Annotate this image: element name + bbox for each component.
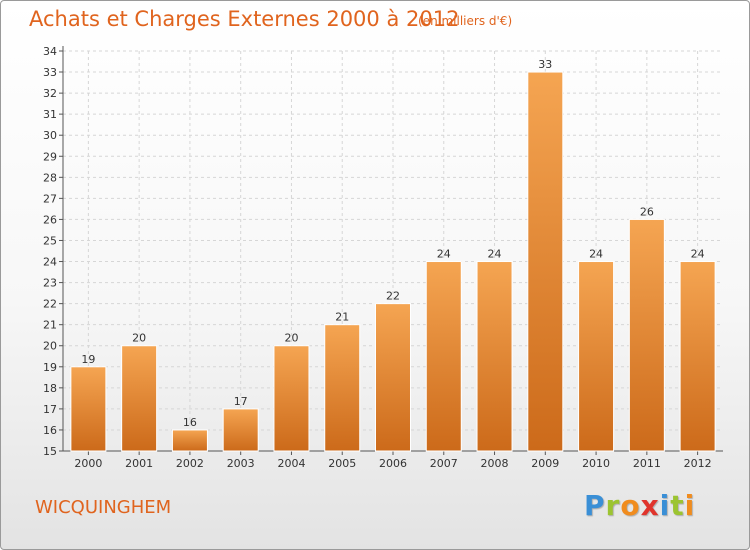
logo-letter: t [670,489,685,522]
logo-letter: i [659,489,671,522]
bar [375,303,411,452]
logo-letter: r [605,489,621,522]
bar [425,261,462,452]
x-tick-label: 2007 [430,457,458,470]
bar [222,408,259,452]
bar [171,429,208,452]
logo-letter: x [640,489,660,522]
y-tick-label: 18 [43,382,57,395]
y-tick-label: 29 [43,150,57,163]
chart-title: Achats et Charges Externes 2000 à 2012 [29,7,460,31]
x-tick-label: 2001 [125,457,153,470]
value-label: 24 [437,248,451,261]
bar [578,261,615,452]
x-tick-label: 2011 [633,457,661,470]
y-tick-label: 19 [43,361,57,374]
value-label: 24 [488,248,502,261]
value-label: 33 [538,58,552,71]
bar [679,261,716,452]
value-label: 19 [81,353,95,366]
value-label: 26 [640,205,654,218]
y-tick-label: 24 [43,256,57,269]
value-label: 21 [335,311,349,324]
bar [324,324,361,452]
value-label: 20 [132,332,146,345]
x-tick-label: 2010 [582,457,610,470]
x-tick-label: 2008 [481,457,509,470]
y-tick-label: 28 [43,171,57,184]
y-tick-label: 22 [43,298,57,311]
y-tick-label: 20 [43,340,57,353]
x-tick-label: 2004 [277,457,305,470]
x-tick-label: 2012 [684,457,712,470]
logo-letter: i [684,489,696,522]
y-tick-label: 23 [43,277,57,290]
x-tick-label: 2000 [74,457,102,470]
value-label: 24 [691,248,705,261]
y-tick-label: 26 [43,213,57,226]
value-label: 24 [589,248,603,261]
proxiti-logo: Proxiti [584,489,695,522]
value-label: 22 [386,290,400,303]
y-tick-labels: 15 16 17 18 19 20 21 22 23 24 25 26 27 28 29 30 31 32 33 34 [43,45,57,458]
y-tick-label: 27 [43,192,57,205]
bars [70,71,716,452]
y-tick-label: 15 [43,445,57,458]
x-tick-label: 2009 [531,457,559,470]
y-tick-label: 16 [43,424,57,437]
y-tick-label: 31 [43,108,57,121]
logo-letter: o [620,489,641,522]
y-tick-label: 30 [43,129,57,142]
value-label: 17 [234,395,248,408]
x-tick-label: 2003 [227,457,255,470]
bar [628,218,665,452]
chart-subtitle: (en milliers d'€) [418,14,513,28]
x-tick-label: 2002 [176,457,204,470]
y-tick-label: 21 [43,319,57,332]
x-tick-label: 2006 [379,457,407,470]
y-tick-label: 34 [43,45,57,58]
bar [121,345,158,452]
logo-letter: P [584,489,606,522]
x-tick-label: 2005 [328,457,356,470]
y-tick-label: 32 [43,87,57,100]
value-labels: 19 20 16 17 20 21 22 24 24 33 24 26 24 [81,58,704,429]
bar [70,366,107,452]
commune-name: WICQUINGHEM [35,497,172,518]
bar [273,345,310,452]
y-tick-label: 33 [43,66,57,79]
x-tick-labels: 2000 2001 2002 2003 2004 2005 2006 2007 2008 2009… [74,457,711,470]
bar [527,71,564,452]
value-label: 20 [284,332,298,345]
value-label: 16 [183,416,197,429]
bar [476,261,513,452]
y-tick-label: 17 [43,403,57,416]
y-tick-label: 25 [43,234,57,247]
